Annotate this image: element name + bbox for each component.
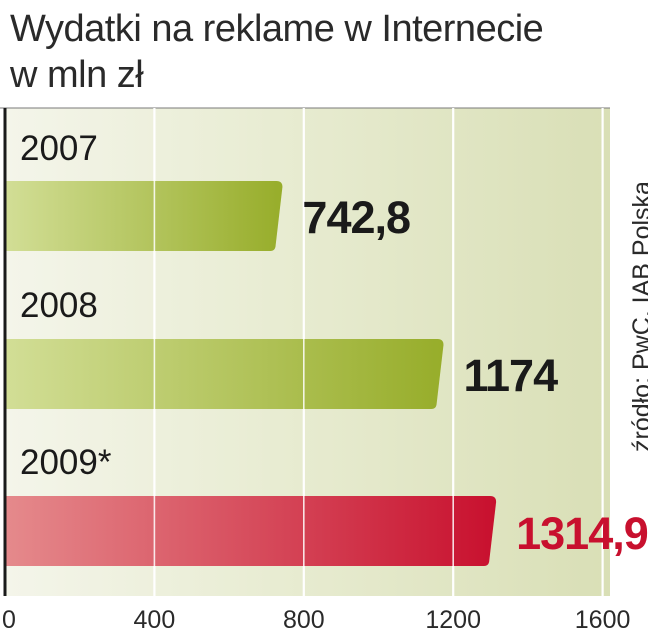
category-label-2007: 2007 <box>20 129 98 168</box>
value-label-2009*: 1314,9 <box>516 508 648 559</box>
x-tick-label-1600: 1600 <box>575 606 631 634</box>
category-label-2008: 2008 <box>20 286 98 325</box>
value-label-2008: 1174 <box>463 350 558 401</box>
bar-2009* <box>5 496 497 566</box>
category-label-2009*: 2009* <box>20 443 112 482</box>
x-tick-label-1200: 1200 <box>425 606 481 634</box>
x-tick-label-0: 0 <box>2 606 16 634</box>
x-tick-label-400: 400 <box>134 606 176 634</box>
source-note: źródło: PwC, IAB Polska <box>628 181 648 452</box>
title-text: Wydatki na reklame w Internecie <box>10 8 544 50</box>
bar-2007 <box>5 181 283 251</box>
bar-2008 <box>5 339 444 409</box>
x-tick-label-800: 800 <box>283 606 325 634</box>
value-label-2007: 742,8 <box>302 192 410 243</box>
subtitle-text: w mln zł <box>10 54 144 96</box>
chart-title: Wydatki na reklame w Internecie w mln zł <box>10 6 610 98</box>
